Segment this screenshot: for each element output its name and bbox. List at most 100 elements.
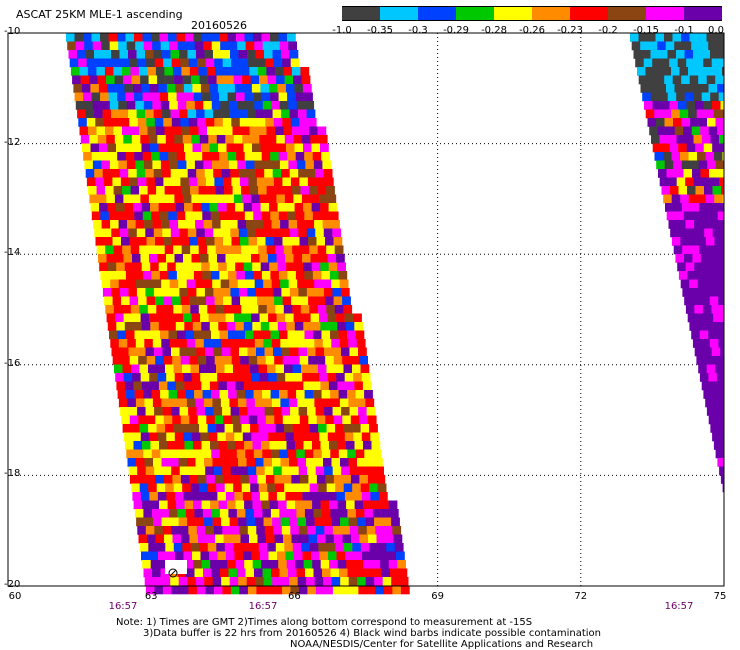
swath-cell bbox=[652, 58, 661, 68]
swath-cell bbox=[290, 526, 300, 535]
swath-cell bbox=[382, 517, 392, 527]
swath-cell bbox=[99, 143, 108, 153]
swath-cell bbox=[202, 152, 211, 161]
swath-cell bbox=[289, 288, 299, 297]
swath-cell bbox=[209, 322, 219, 331]
lat-tick-label: -14 bbox=[4, 247, 21, 259]
swath-cell bbox=[153, 50, 163, 59]
swath-cell bbox=[222, 526, 232, 535]
swath-cell bbox=[306, 458, 315, 467]
swath-cell bbox=[289, 228, 299, 238]
swath-cell bbox=[115, 84, 125, 93]
swath-cell bbox=[162, 347, 172, 357]
swath-cell bbox=[140, 432, 150, 442]
swath-cell bbox=[196, 466, 206, 476]
swath-cell bbox=[230, 466, 240, 476]
swath-cell bbox=[716, 373, 724, 382]
swath-cell bbox=[141, 143, 151, 153]
swath-cell bbox=[274, 475, 284, 484]
swath-cell bbox=[717, 254, 724, 263]
swath-cell bbox=[204, 228, 214, 238]
swath-cell bbox=[316, 177, 326, 187]
swath-cell bbox=[246, 339, 256, 348]
swath-cell bbox=[352, 364, 361, 374]
swath-cell bbox=[685, 305, 695, 314]
swath-cell bbox=[141, 551, 150, 561]
swath-cell bbox=[355, 390, 365, 399]
swath-cell bbox=[358, 526, 368, 535]
swath-cell bbox=[265, 296, 275, 306]
swath-cell bbox=[280, 339, 290, 348]
swath-cell bbox=[174, 373, 184, 382]
swath-cell bbox=[126, 160, 136, 170]
swath-cell bbox=[667, 50, 677, 59]
swath-cell bbox=[340, 288, 350, 297]
swath-cell bbox=[187, 458, 196, 467]
swath-cell bbox=[278, 441, 287, 450]
swath-cell bbox=[234, 551, 244, 561]
swath-cell bbox=[349, 585, 359, 595]
swath-cell bbox=[84, 101, 94, 110]
swath-cell bbox=[702, 135, 711, 144]
swath-cell bbox=[325, 356, 334, 365]
swath-cell bbox=[206, 67, 216, 76]
swath-cell bbox=[273, 466, 282, 476]
swath-cell bbox=[226, 143, 236, 153]
swath-cell bbox=[244, 500, 253, 510]
swath-cell bbox=[203, 220, 213, 229]
swath-cell bbox=[342, 475, 352, 484]
swath-cell bbox=[320, 560, 330, 569]
swath-cell bbox=[161, 220, 170, 229]
lon-tick-label: 66 bbox=[288, 591, 301, 602]
swath-cell bbox=[129, 415, 139, 425]
swath-cell bbox=[301, 194, 311, 204]
swath-cell bbox=[190, 483, 200, 493]
swath-cell bbox=[705, 237, 715, 246]
swath-cell bbox=[265, 237, 275, 246]
swath-cell bbox=[261, 152, 271, 161]
swath-cell bbox=[183, 492, 193, 501]
swath-cell bbox=[237, 41, 246, 51]
swath-cell bbox=[108, 271, 118, 280]
swath-cell bbox=[279, 101, 289, 110]
swath-cell bbox=[280, 279, 289, 289]
swath-cell bbox=[690, 245, 700, 255]
swath-cell bbox=[707, 288, 717, 297]
swath-cell bbox=[157, 373, 167, 382]
swath-cell bbox=[153, 228, 163, 238]
swath-cell bbox=[98, 254, 107, 263]
swath-cell bbox=[331, 339, 341, 348]
swath-cell bbox=[151, 330, 161, 340]
swath-cell bbox=[226, 381, 236, 391]
swath-cell bbox=[381, 568, 391, 578]
swath-cell bbox=[136, 228, 146, 238]
swath-cell bbox=[307, 466, 316, 476]
swath-cell bbox=[199, 194, 209, 204]
lat-tick-label: -10 bbox=[4, 26, 21, 37]
swath-cell bbox=[96, 126, 106, 136]
swath-cell bbox=[301, 483, 310, 493]
swath-cell bbox=[293, 313, 303, 323]
swath-cell bbox=[199, 543, 209, 552]
swath-cell bbox=[245, 509, 255, 518]
swath-cell bbox=[290, 466, 299, 476]
swath-cell bbox=[234, 254, 243, 263]
swath-cell bbox=[274, 237, 283, 246]
swath-cell bbox=[239, 585, 249, 595]
swath-cell bbox=[374, 517, 383, 527]
swath-cell bbox=[166, 492, 176, 501]
swath-cell bbox=[218, 262, 227, 272]
swath-cell bbox=[278, 500, 287, 510]
swath-cell bbox=[173, 424, 183, 433]
colorbar-tick-label: -0.23 bbox=[557, 25, 583, 36]
swath-cell bbox=[128, 288, 138, 297]
swath-cell bbox=[348, 458, 358, 467]
swath-cell bbox=[339, 279, 349, 289]
swath-cell bbox=[192, 381, 202, 391]
swath-cell bbox=[680, 279, 690, 289]
swath-cell bbox=[713, 398, 723, 408]
swath-cell bbox=[131, 75, 141, 85]
swath-cell bbox=[694, 305, 704, 314]
swath-cell bbox=[175, 203, 185, 212]
